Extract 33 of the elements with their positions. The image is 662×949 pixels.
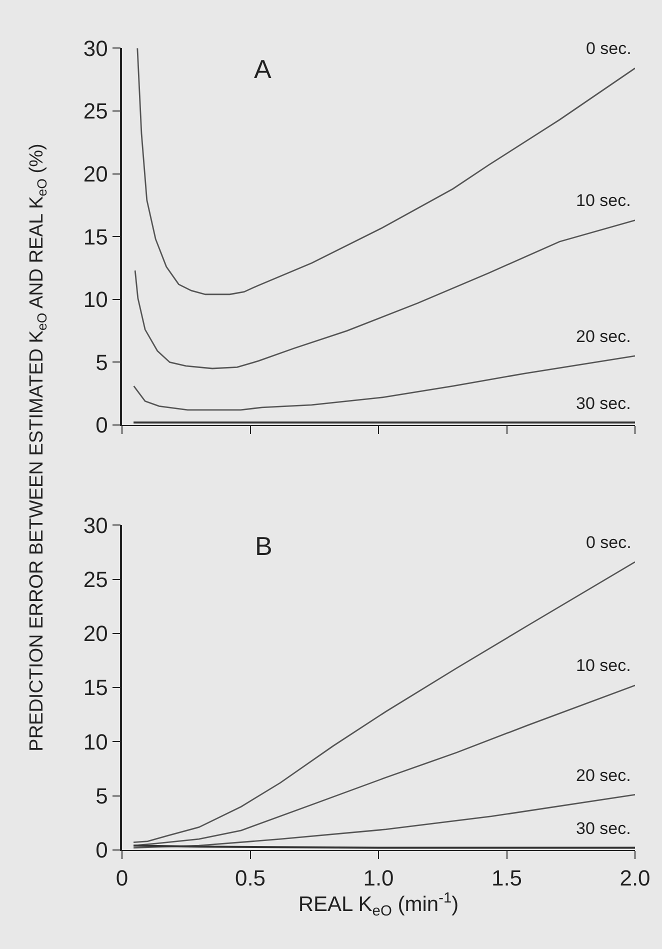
annotation: A	[254, 54, 272, 84]
series-label: 0 sec.	[586, 533, 632, 552]
y-tick-label: 10	[83, 287, 108, 312]
line-series	[133, 355, 635, 411]
y-tick-label: 5	[96, 350, 108, 375]
series-label: 20 sec.	[576, 766, 631, 785]
y-tick-label: 10	[83, 729, 108, 754]
series-label: 0 sec.	[586, 39, 632, 58]
series-label: 10 sec.	[576, 191, 631, 210]
annotation: B	[255, 531, 272, 561]
x-tick-label: 1.0	[363, 865, 394, 890]
x-tick-label: 2.0	[620, 865, 650, 890]
line-series	[134, 220, 635, 370]
line-series	[132, 561, 635, 844]
x-tick-label: 1.5	[491, 865, 522, 890]
series-label: 10 sec.	[576, 656, 631, 675]
series-label: 20 sec.	[576, 327, 631, 346]
x-tick-label: 0.5	[234, 865, 266, 890]
y-tick-label: 0	[96, 412, 108, 438]
x-axis-title: REAL K$_{eO}$ (min$^{-1}$)	[298, 890, 459, 920]
y-tick-label: 15	[83, 224, 108, 250]
y-tick-label: 20	[83, 161, 108, 186]
y-tick-label: 15	[83, 675, 108, 700]
y-tick-label: 30	[83, 36, 108, 61]
y-tick-label: 30	[83, 512, 108, 538]
y-tick-label: 0	[96, 838, 108, 863]
y-tick-label: 25	[83, 98, 108, 124]
x-tick-label: 0	[116, 865, 128, 890]
series-label: 30 sec.	[576, 394, 631, 413]
y-tick-label: 5	[96, 783, 108, 808]
y-tick-label: 25	[83, 566, 108, 592]
y-tick-label: 20	[83, 621, 108, 646]
series-label: 30 sec.	[576, 819, 631, 838]
